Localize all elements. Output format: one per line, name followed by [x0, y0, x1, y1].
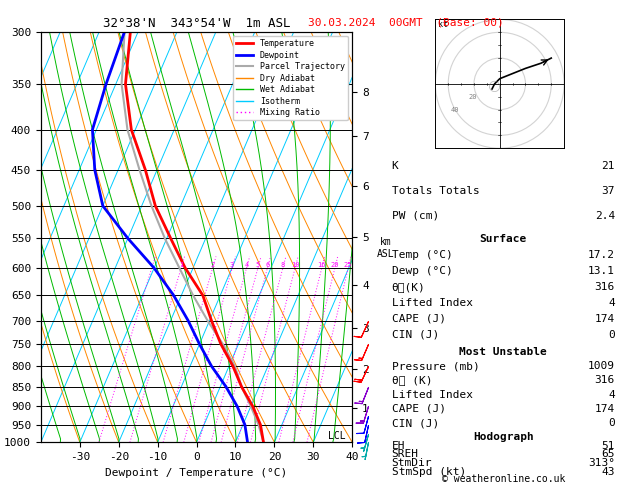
Text: 51: 51	[601, 441, 615, 451]
Text: 313°: 313°	[588, 458, 615, 468]
Text: Pressure (mb): Pressure (mb)	[391, 361, 479, 371]
Text: 174: 174	[594, 313, 615, 324]
Text: 1: 1	[179, 262, 183, 268]
Text: PW (cm): PW (cm)	[391, 211, 439, 221]
Text: 13.1: 13.1	[588, 266, 615, 276]
Text: 20: 20	[331, 262, 339, 268]
Text: 37: 37	[601, 186, 615, 196]
Text: EH: EH	[391, 441, 405, 451]
Text: Dewp (°C): Dewp (°C)	[391, 266, 452, 276]
Text: Lifted Index: Lifted Index	[391, 390, 472, 399]
Text: 4: 4	[608, 298, 615, 308]
Text: CIN (J): CIN (J)	[391, 418, 439, 428]
Title: 32°38'N  343°54'W  1m ASL: 32°38'N 343°54'W 1m ASL	[103, 17, 291, 31]
Text: 4: 4	[608, 390, 615, 399]
Text: StmDir: StmDir	[391, 458, 432, 468]
Text: Totals Totals: Totals Totals	[391, 186, 479, 196]
Text: 316: 316	[594, 376, 615, 385]
Text: 20: 20	[469, 94, 477, 100]
Legend: Temperature, Dewpoint, Parcel Trajectory, Dry Adiabat, Wet Adiabat, Isotherm, Mi: Temperature, Dewpoint, Parcel Trajectory…	[233, 36, 348, 121]
Text: 3: 3	[230, 262, 234, 268]
Text: 10: 10	[291, 262, 299, 268]
Text: 174: 174	[594, 404, 615, 414]
X-axis label: Dewpoint / Temperature (°C): Dewpoint / Temperature (°C)	[106, 468, 287, 478]
Text: LCL: LCL	[328, 432, 346, 441]
Text: 2.4: 2.4	[594, 211, 615, 221]
Text: 16: 16	[318, 262, 326, 268]
Text: Temp (°C): Temp (°C)	[391, 250, 452, 260]
Text: 21: 21	[601, 161, 615, 171]
Text: kt: kt	[438, 20, 448, 29]
Text: Most Unstable: Most Unstable	[459, 347, 547, 357]
Text: 40: 40	[451, 107, 459, 113]
Text: 43: 43	[601, 467, 615, 477]
Text: 17.2: 17.2	[588, 250, 615, 260]
Text: 4: 4	[245, 262, 248, 268]
Text: © weatheronline.co.uk: © weatheronline.co.uk	[442, 473, 565, 484]
Text: 0: 0	[608, 418, 615, 428]
Text: 316: 316	[594, 282, 615, 292]
Text: Hodograph: Hodograph	[473, 432, 533, 442]
Text: CAPE (J): CAPE (J)	[391, 404, 445, 414]
Text: K: K	[391, 161, 398, 171]
Text: 2: 2	[211, 262, 214, 268]
Text: StmSpd (kt): StmSpd (kt)	[391, 467, 465, 477]
Text: 1009: 1009	[588, 361, 615, 371]
Text: θᴇ(K): θᴇ(K)	[391, 282, 425, 292]
Text: SREH: SREH	[391, 450, 418, 459]
Text: CIN (J): CIN (J)	[391, 330, 439, 340]
Text: 6: 6	[265, 262, 270, 268]
Text: CAPE (J): CAPE (J)	[391, 313, 445, 324]
Y-axis label: km
ASL: km ASL	[377, 237, 394, 259]
Text: 65: 65	[601, 450, 615, 459]
Text: Surface: Surface	[479, 234, 527, 244]
Text: 25: 25	[344, 262, 352, 268]
Text: θᴇ (K): θᴇ (K)	[391, 376, 432, 385]
Text: 5: 5	[256, 262, 260, 268]
Text: Lifted Index: Lifted Index	[391, 298, 472, 308]
Text: 30.03.2024  00GMT  (Base: 00): 30.03.2024 00GMT (Base: 00)	[308, 17, 504, 27]
Text: 8: 8	[281, 262, 285, 268]
Text: 0: 0	[608, 330, 615, 340]
